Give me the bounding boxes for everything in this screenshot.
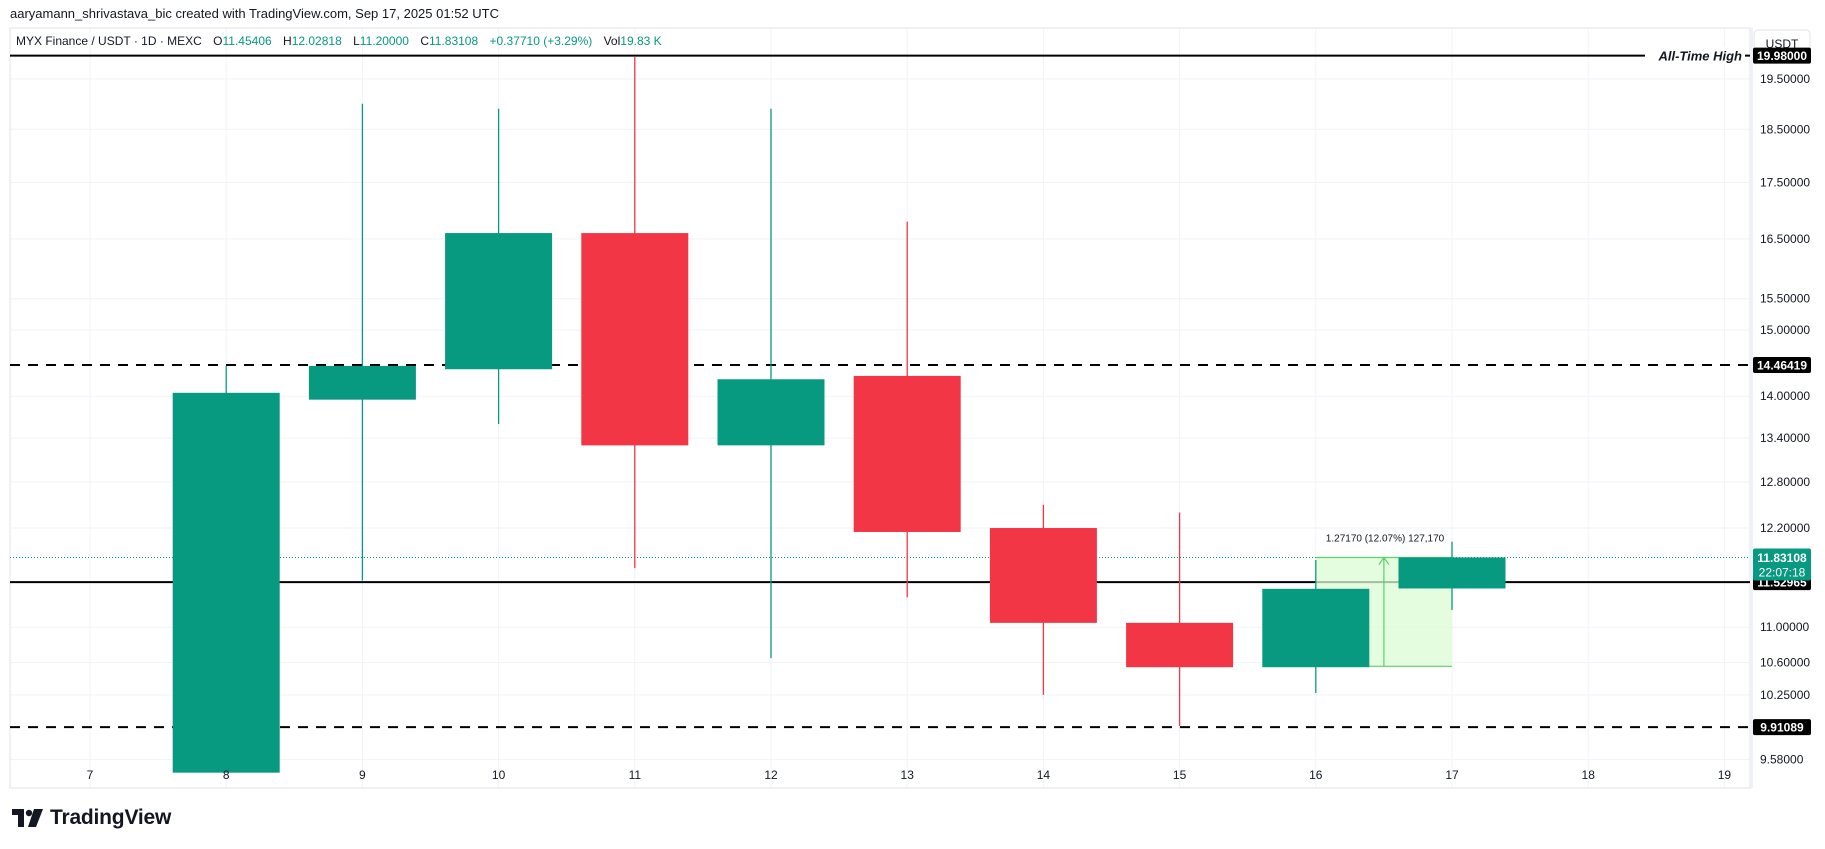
price-tick-label: 19.50000 <box>1760 72 1810 86</box>
support-low-price-badge <box>1753 719 1811 736</box>
candlestick-chart[interactable]: All-Time High 1.27170 (12.07%) 127,170 U… <box>0 0 1825 790</box>
price-tick-label: 10.25000 <box>1760 688 1810 702</box>
date-tick-label: 9 <box>359 768 366 782</box>
all-time-high-price-badge <box>1753 47 1811 64</box>
candle-body-8[interactable] <box>172 392 280 773</box>
candle-body-17[interactable] <box>1398 557 1506 589</box>
all-time-high-price-label: 19.98000 <box>1757 49 1807 63</box>
projection-label: 1.27170 (12.07%) 127,170 <box>1326 534 1445 545</box>
date-tick-label: 13 <box>901 768 915 782</box>
currency-unit-label[interactable]: USDT <box>1766 37 1799 51</box>
low-label: L <box>353 34 360 48</box>
low-value: 11.20000 <box>359 34 409 48</box>
price-tick-label: 15.00000 <box>1760 323 1810 337</box>
all-time-high-text: All-Time High <box>1657 49 1742 64</box>
date-tick-label: 8 <box>223 768 230 782</box>
price-tick-label: 9.58000 <box>1760 753 1804 767</box>
change-value: +0.37710 (+3.29%) <box>489 34 593 48</box>
open-label: O <box>213 34 223 48</box>
close-label: C <box>420 34 429 48</box>
time-axis[interactable]: 7 8 9 10 11 12 13 14 15 16 17 18 19 <box>87 768 1732 782</box>
candle-body-12[interactable] <box>717 379 825 446</box>
symbol-legend: MYX Finance / USDT · 1D · MEXC O11.45406… <box>16 34 662 48</box>
price-tick-label: 17.50000 <box>1760 176 1810 190</box>
volume-value: 19.83 K <box>620 34 662 48</box>
candle-body-10[interactable] <box>445 233 553 370</box>
price-tick-label: 10.60000 <box>1760 656 1810 670</box>
high-value: 12.02818 <box>291 34 342 48</box>
price-tick-label: 11.00000 <box>1760 620 1809 634</box>
candle-body-15[interactable] <box>1126 622 1234 668</box>
last-price-label: 11.83108 <box>1757 551 1807 565</box>
price-tick-label: 12.20000 <box>1760 521 1810 535</box>
date-tick-label: 7 <box>87 768 94 782</box>
candle-body-13[interactable] <box>853 375 961 532</box>
price-axis[interactable]: USDT 19.50000 18.50000 17.50000 16.50000 15.5… <box>1753 29 1811 767</box>
date-tick-label: 10 <box>492 768 506 782</box>
price-tick-label: 14.00000 <box>1760 389 1810 403</box>
date-tick-label: 14 <box>1037 768 1051 782</box>
symbol-name[interactable]: MYX Finance / USDT · 1D · MEXC <box>16 34 202 48</box>
close-value: 11.83108 <box>428 34 479 48</box>
high-label: H <box>283 34 292 48</box>
all-time-high-text-bg <box>1645 46 1745 65</box>
candle-body-16[interactable] <box>1262 588 1370 668</box>
resistance-price-label: 14.46419 <box>1757 358 1807 372</box>
date-tick-label: 19 <box>1718 768 1732 782</box>
chart-frame <box>9 27 1753 789</box>
open-value: 11.45406 <box>222 34 272 48</box>
date-tick-label: 18 <box>1582 768 1596 782</box>
candle-body-11[interactable] <box>581 233 689 446</box>
resistance-price-badge <box>1753 356 1811 373</box>
candle-body-9[interactable] <box>308 365 416 400</box>
price-tick-label: 18.50000 <box>1760 122 1810 136</box>
date-tick-label: 16 <box>1309 768 1323 782</box>
price-tick-label: 13.40000 <box>1760 431 1810 445</box>
projection-arrow-head <box>1378 556 1390 565</box>
date-tick-label: 11 <box>629 768 642 782</box>
date-tick-label: 17 <box>1445 768 1459 782</box>
last-price-badge <box>1753 548 1811 581</box>
plot-border <box>9 27 1751 789</box>
candles[interactable] <box>172 57 1506 773</box>
tradingview-logo[interactable]: TradingView <box>12 806 171 830</box>
price-tick-label: 16.50000 <box>1760 232 1810 246</box>
tradingview-logo-text: TradingView <box>50 806 172 829</box>
date-tick-label: 15 <box>1173 768 1187 782</box>
support-low-price-label: 9.91089 <box>1760 721 1804 735</box>
date-tick-label: 12 <box>764 768 778 782</box>
volume-label: Vol <box>603 34 621 48</box>
attribution-text: aaryamann_shrivastava_bic created with T… <box>10 6 499 21</box>
candle-body-14[interactable] <box>989 528 1097 623</box>
bar-countdown-label: 22:07:18 <box>1759 565 1806 579</box>
price-tick-label: 15.50000 <box>1760 292 1810 306</box>
price-tick-label: 12.80000 <box>1760 475 1810 489</box>
tradingview-logo-icon <box>12 809 43 827</box>
